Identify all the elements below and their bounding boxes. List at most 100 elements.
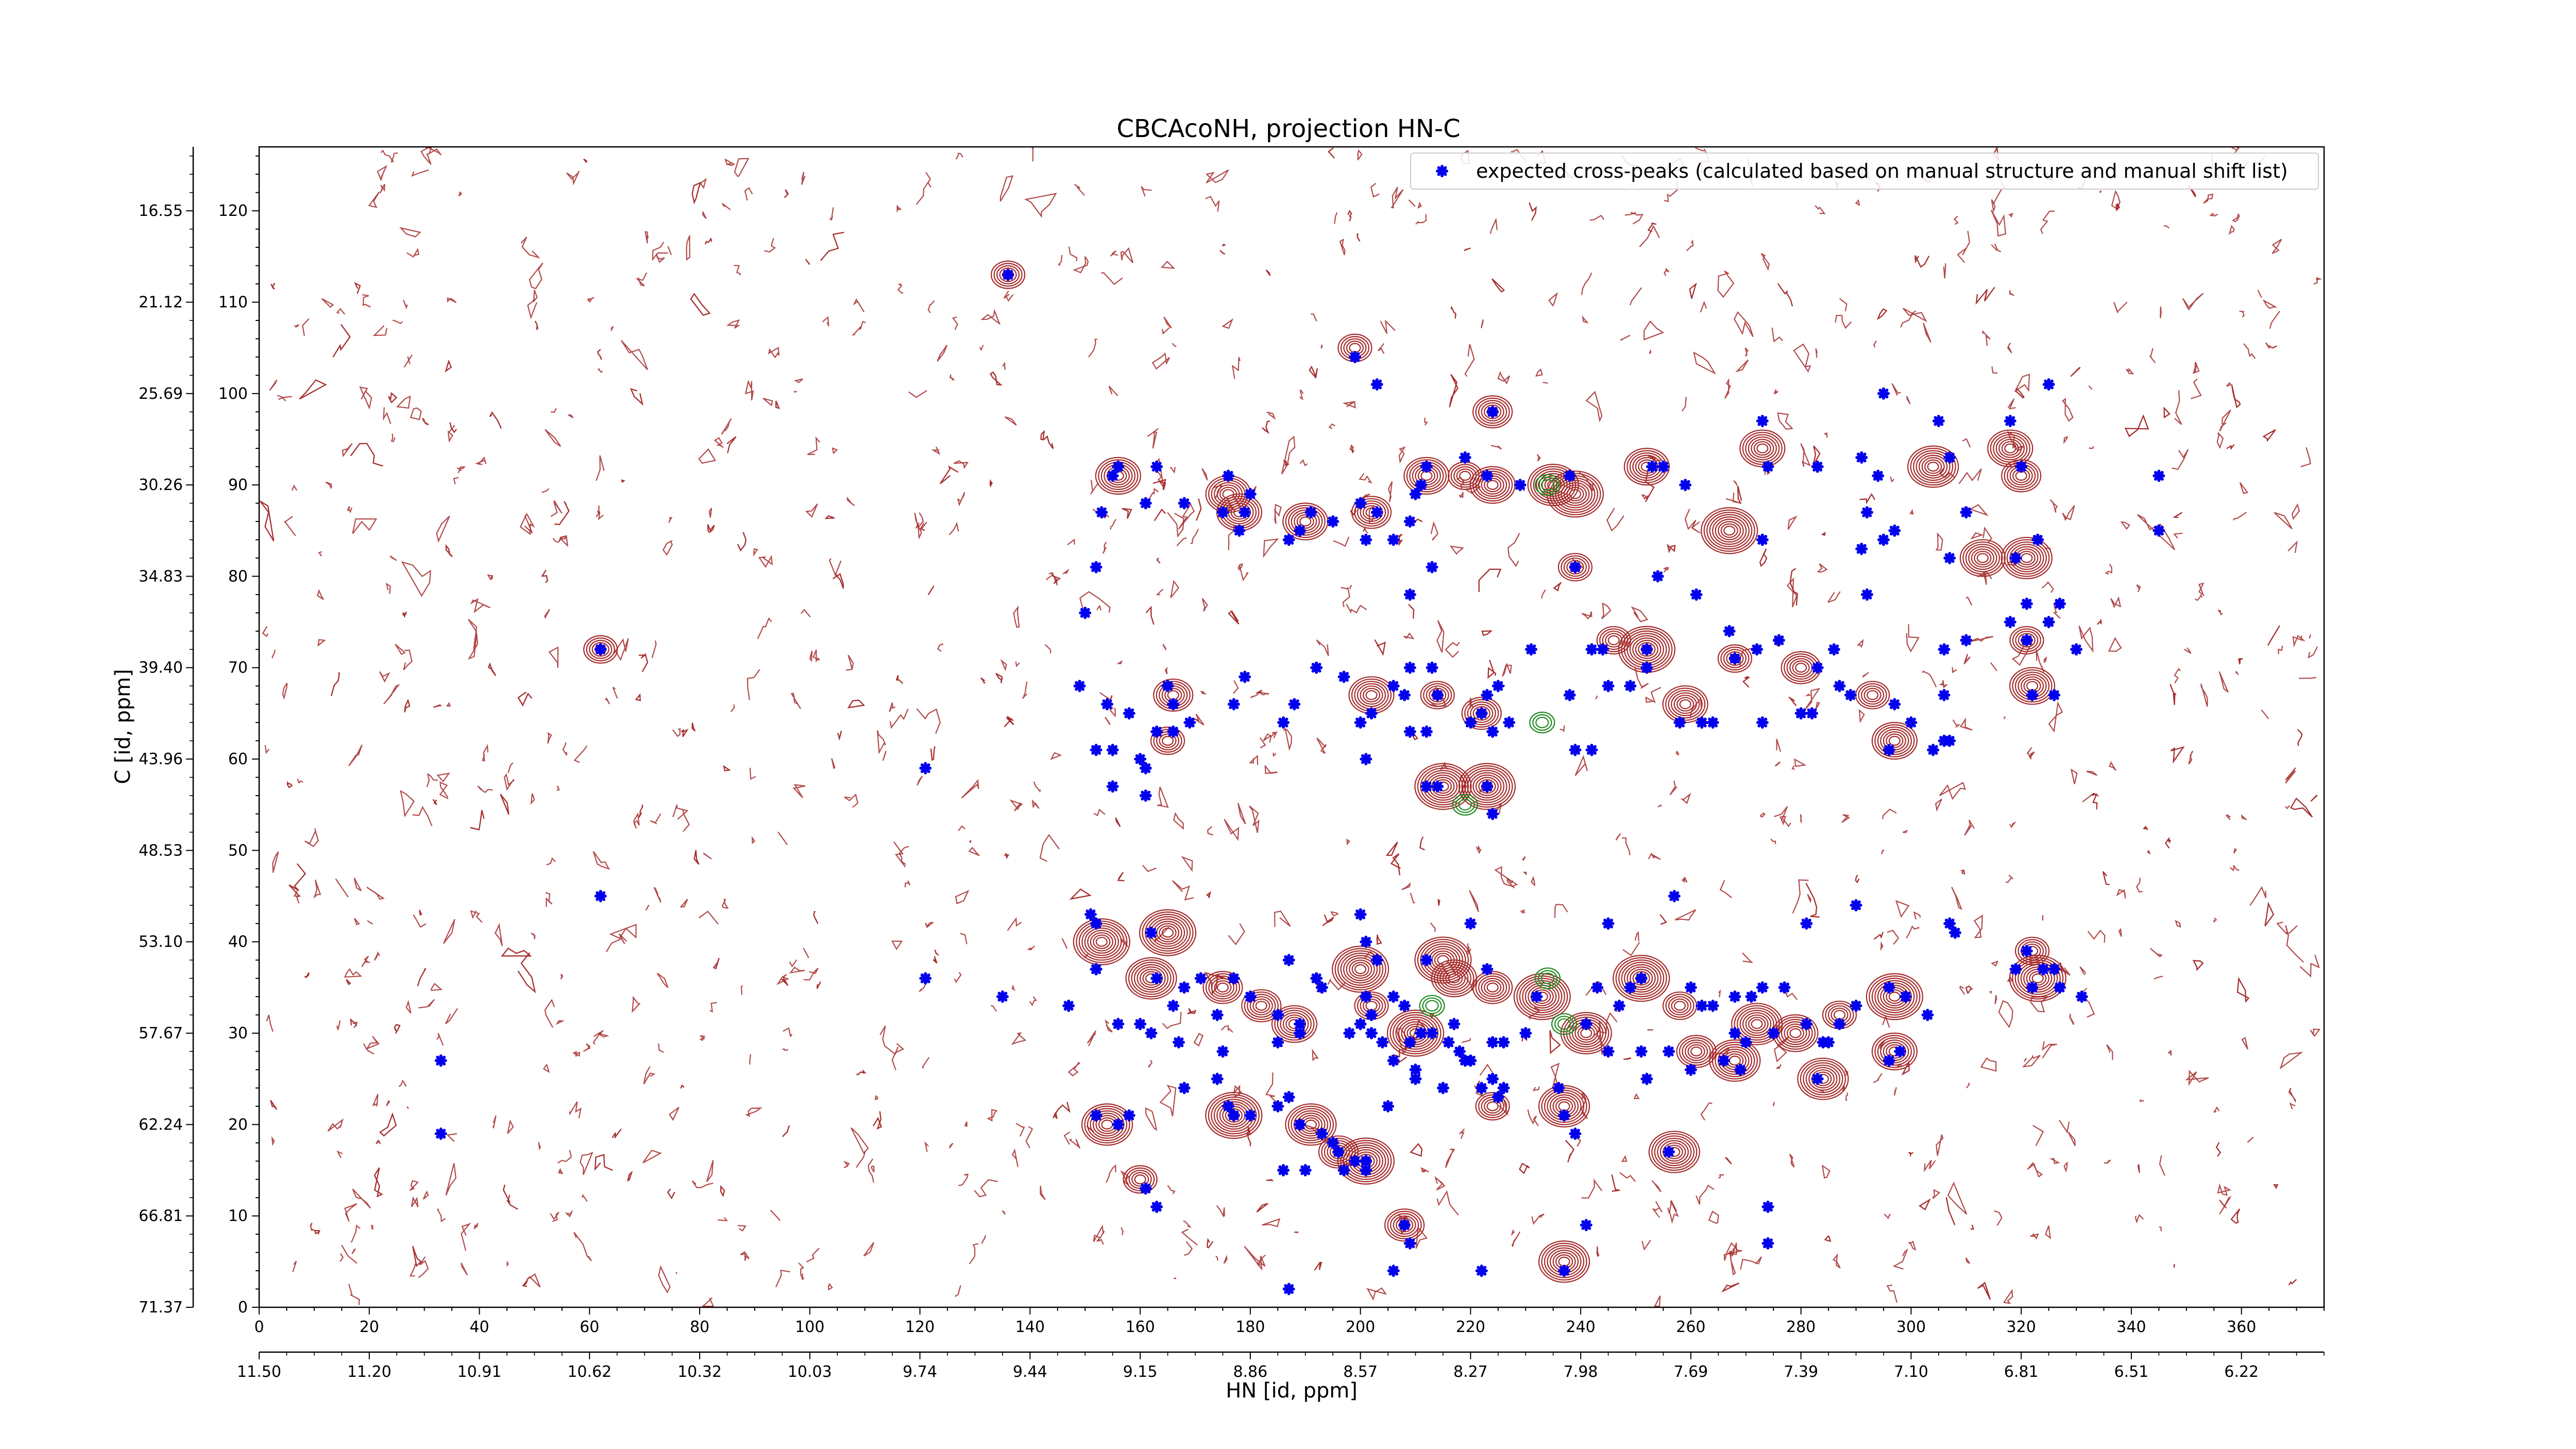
noise-contour: [2027, 1161, 2043, 1178]
peak-contour: [1472, 971, 1513, 1004]
peak-contour: [1800, 1060, 1846, 1098]
marker-ray: [1730, 991, 1740, 1002]
noise-contour: [1087, 1030, 1096, 1047]
peak-contour: [1481, 978, 1504, 997]
cross-peak-marker: [1690, 588, 1703, 601]
peak-contour: [1742, 1012, 1772, 1036]
noise-contour: [2215, 1142, 2222, 1157]
noise-contour: [1759, 812, 1766, 818]
noise-contour: [325, 481, 332, 489]
noise-contour: [1821, 531, 1826, 536]
x-ppm-tick-label: 9.15: [1123, 1363, 1158, 1381]
peak-contour: [2015, 630, 2039, 650]
noise-contour: [1960, 717, 1973, 731]
marker-ray: [1482, 470, 1492, 481]
peak-contour: [1084, 928, 1119, 956]
cross-peak-marker: [1244, 1109, 1257, 1122]
noise-contour: [874, 1095, 878, 1100]
cross-peak-marker: [1123, 707, 1136, 720]
noise-contour: [1172, 343, 1177, 347]
marker-ray: [1862, 589, 1872, 600]
noise-contour: [545, 891, 553, 907]
noise-contour: [1535, 368, 1543, 377]
noise-contour: [1890, 476, 1895, 483]
noise-contour: [2185, 1069, 2209, 1086]
peak-contour: [1877, 1037, 1912, 1066]
noise-contour: [394, 1024, 401, 1034]
noise-contour: [2108, 637, 2122, 652]
noise-contour: [272, 649, 276, 659]
noise-contour: [310, 1222, 314, 1231]
noise-contour: [805, 503, 818, 518]
peak-contour: [1987, 429, 2033, 467]
noise-contour: [573, 745, 588, 763]
cross-peak-marker: [1888, 698, 1901, 711]
marker-ray: [2027, 982, 2038, 992]
marker-ray: [1834, 1019, 1844, 1029]
marker-ray: [1295, 1028, 1305, 1038]
peak-contour: [1475, 1092, 1510, 1121]
peak-contour: [1214, 980, 1232, 995]
noise-contour: [1459, 492, 1464, 498]
marker-ray: [1339, 1165, 1349, 1175]
cross-peak-marker: [1084, 908, 1097, 921]
noise-contour: [1498, 1099, 1509, 1116]
cross-peak-marker: [1486, 725, 1499, 738]
noise-contour: [1045, 575, 1061, 584]
peak-contour: [1216, 982, 1229, 992]
y-ppm-tick-label: 66.81: [139, 1207, 183, 1225]
peak-contour: [1123, 1165, 1158, 1194]
negative-peak-contour: [1557, 1018, 1571, 1030]
noise-contour: [1684, 509, 1701, 534]
noise-contour: [1349, 584, 1352, 589]
marker-ray: [1851, 1001, 1861, 1011]
peak-contour: [1544, 1245, 1585, 1278]
noise-contour: [1374, 639, 1386, 656]
peak-contour: [1357, 683, 1386, 707]
marker-ray: [1427, 562, 1437, 572]
cross-peak-marker: [1112, 460, 1125, 473]
noise-contour: [411, 1196, 419, 1207]
noise-contour: [1923, 323, 1931, 343]
noise-contour: [783, 1027, 793, 1037]
cross-peak-marker: [1426, 661, 1438, 674]
marker-ray: [1570, 745, 1580, 755]
noise-contour: [1122, 508, 1132, 519]
noise-contour: [1998, 1000, 2013, 1029]
noise-contour: [383, 407, 392, 425]
noise-contour: [1110, 695, 1113, 700]
marker-ray: [1641, 644, 1652, 654]
noise-contour: [949, 374, 955, 381]
noise-contour: [2042, 1041, 2057, 1059]
peak-contour: [1671, 692, 1700, 716]
noise-contour: [1258, 691, 1269, 696]
noise-contour: [1314, 1261, 1323, 1271]
noise-contour: [1777, 412, 1793, 430]
noise-contour: [1190, 529, 1199, 544]
noise-contour: [422, 1190, 429, 1200]
cross-peak-marker: [1062, 999, 1075, 1012]
noise-contour: [284, 516, 296, 536]
marker-ray: [1184, 717, 1195, 728]
noise-contour: [812, 649, 820, 663]
peak-contour: [1651, 1133, 1698, 1171]
peak-contour: [1528, 985, 1557, 1009]
cross-peak-marker: [1282, 533, 1295, 546]
noise-contour: [1200, 690, 1207, 695]
marker-ray: [1515, 480, 1526, 490]
noise-contour: [402, 299, 408, 310]
x-ppm-tick-label: 7.39: [1784, 1363, 1818, 1381]
noise-contour: [1973, 914, 1983, 938]
peak-contour: [1962, 541, 2003, 575]
cross-peak-marker: [1894, 1045, 1907, 1058]
noise-contour: [1167, 512, 1184, 538]
noise-contour: [1824, 432, 1828, 438]
noise-contour: [868, 1158, 874, 1183]
noise-contour: [995, 673, 1003, 683]
noise-contour: [1855, 874, 1860, 884]
noise-contour: [740, 985, 743, 995]
negative-peak-contour: [1534, 967, 1561, 989]
noise-contour: [1959, 985, 1965, 995]
cross-peak-marker: [1387, 1265, 1400, 1277]
noise-contour: [412, 1245, 422, 1267]
